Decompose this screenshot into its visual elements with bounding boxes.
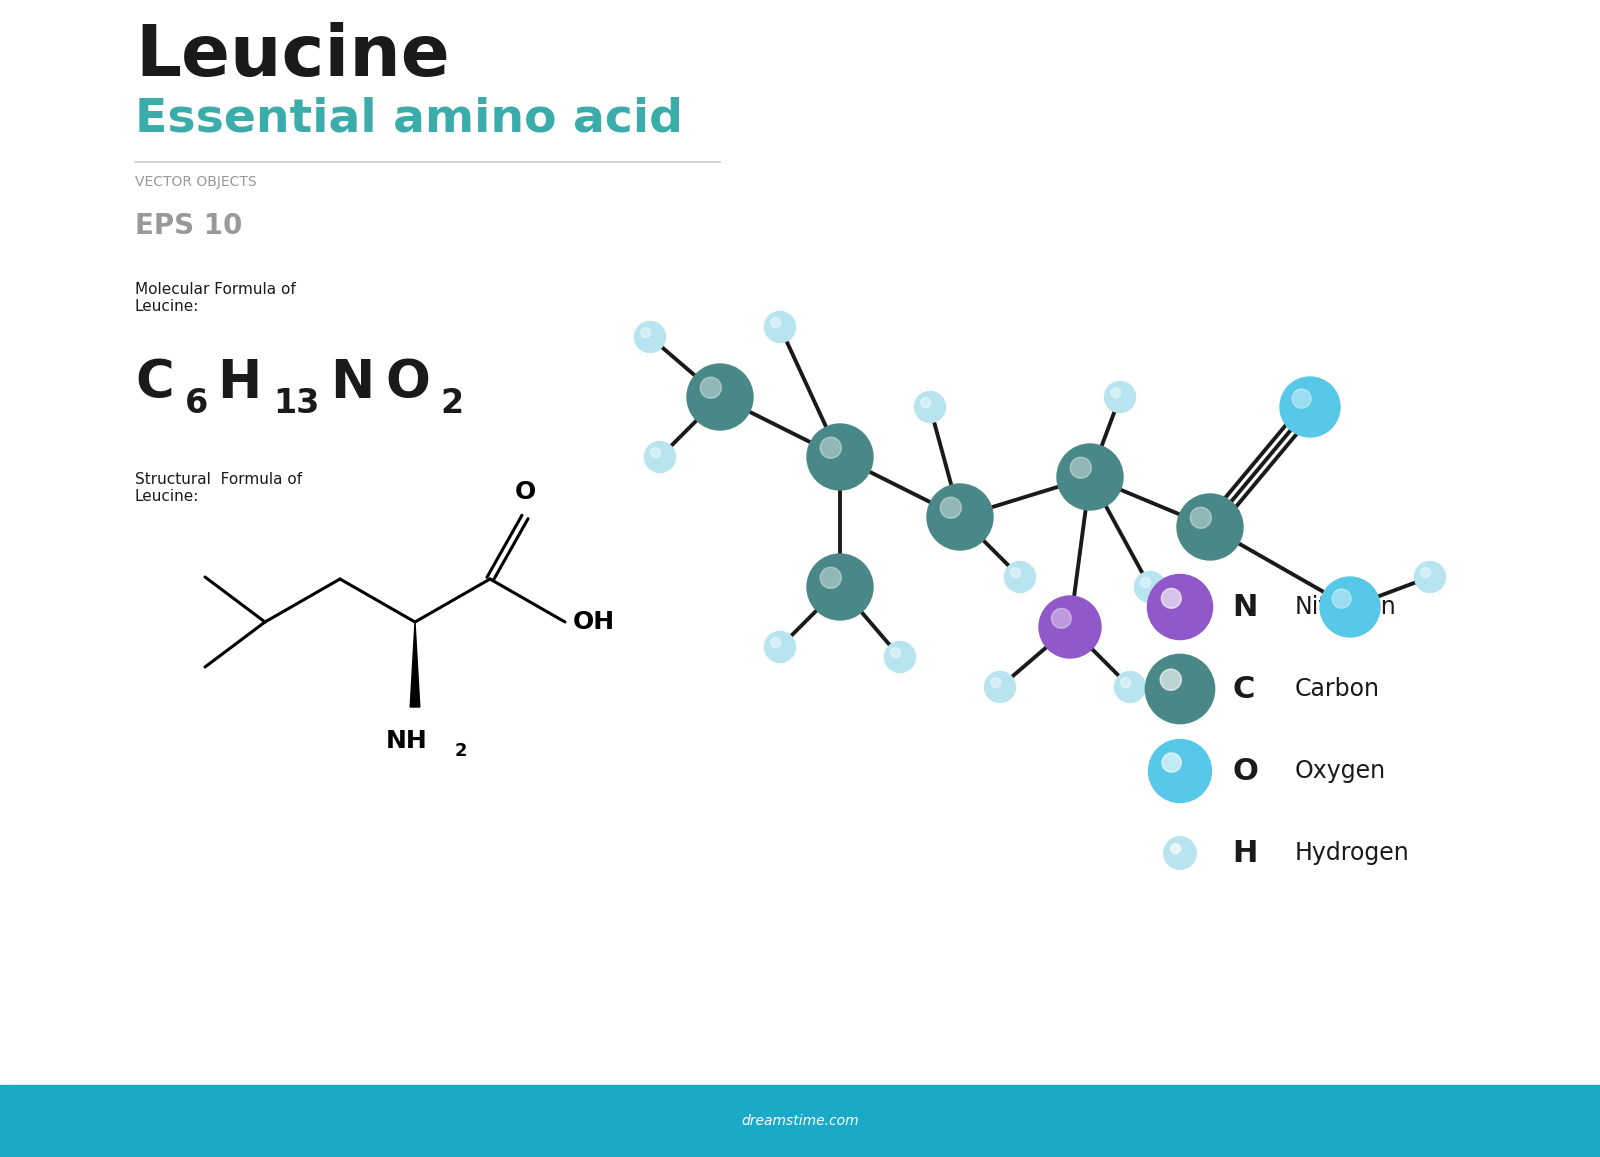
Circle shape [1171,843,1181,854]
Text: 2: 2 [454,742,467,760]
Circle shape [1120,678,1131,687]
Circle shape [1293,389,1310,408]
Circle shape [915,391,946,422]
Text: 6: 6 [186,386,208,420]
Text: N: N [1232,592,1258,621]
Text: C: C [134,358,174,410]
Circle shape [990,678,1000,687]
Circle shape [1178,494,1243,560]
Circle shape [1165,838,1195,869]
Circle shape [1421,568,1430,577]
Circle shape [765,311,795,342]
Circle shape [1280,377,1341,437]
Circle shape [1333,589,1350,609]
Circle shape [984,671,1016,702]
Text: N: N [330,358,374,410]
Text: O: O [1232,757,1258,786]
Circle shape [686,364,754,430]
Circle shape [1162,589,1181,609]
Circle shape [651,448,661,458]
Text: 13: 13 [274,386,320,420]
Circle shape [1171,843,1181,854]
Circle shape [821,437,842,458]
Circle shape [821,567,842,588]
Circle shape [1160,669,1181,691]
Circle shape [1070,457,1091,478]
Circle shape [891,648,901,657]
Circle shape [765,632,795,663]
Circle shape [1150,740,1210,801]
Circle shape [1162,589,1181,609]
Circle shape [640,327,651,338]
Text: Essential amino acid: Essential amino acid [134,97,683,142]
Text: Oxygen: Oxygen [1294,759,1386,783]
Circle shape [926,484,994,550]
Circle shape [1110,388,1120,398]
Text: C: C [1232,675,1254,703]
Text: Leucine: Leucine [134,22,450,91]
Text: VECTOR OBJECTS: VECTOR OBJECTS [134,175,256,189]
Circle shape [1149,576,1211,638]
Circle shape [1190,507,1211,529]
Circle shape [920,398,931,407]
Text: Hydrogen: Hydrogen [1294,841,1410,865]
Text: NH: NH [386,729,427,753]
Circle shape [1146,655,1214,723]
Circle shape [806,423,874,491]
Circle shape [1005,561,1035,592]
Bar [0,1085,1600,1157]
Text: O: O [386,358,430,410]
Circle shape [1414,561,1445,592]
Text: O: O [514,480,536,504]
Circle shape [1011,568,1021,577]
Circle shape [1058,444,1123,510]
Circle shape [771,318,781,327]
Circle shape [1134,572,1165,603]
Polygon shape [410,622,419,707]
Circle shape [1149,739,1211,803]
Circle shape [1320,577,1379,638]
Text: Structural  Formula of
Leucine:: Structural Formula of Leucine: [134,472,302,504]
Circle shape [645,442,675,472]
Text: 2: 2 [440,386,462,420]
Circle shape [1160,669,1181,691]
Circle shape [701,377,722,398]
Text: OH: OH [573,610,614,634]
Circle shape [1141,577,1150,588]
Text: dreamstime.com: dreamstime.com [741,1114,859,1128]
Circle shape [771,638,781,648]
Circle shape [635,322,666,353]
Circle shape [1115,671,1146,702]
Circle shape [1162,753,1181,772]
Circle shape [1038,596,1101,658]
Circle shape [941,498,962,518]
Circle shape [1163,837,1197,869]
Circle shape [1147,656,1213,722]
Text: H: H [1232,839,1258,868]
Circle shape [806,554,874,620]
Circle shape [885,641,915,672]
Text: Molecular Formula of
Leucine:: Molecular Formula of Leucine: [134,282,296,315]
Circle shape [1104,382,1136,413]
Text: Carbon: Carbon [1294,677,1379,701]
Text: Nitrogen: Nitrogen [1294,595,1397,619]
Circle shape [1051,609,1072,628]
Circle shape [1147,574,1213,640]
Text: H: H [218,358,261,410]
Circle shape [1162,753,1181,772]
Text: EPS 10: EPS 10 [134,212,242,239]
